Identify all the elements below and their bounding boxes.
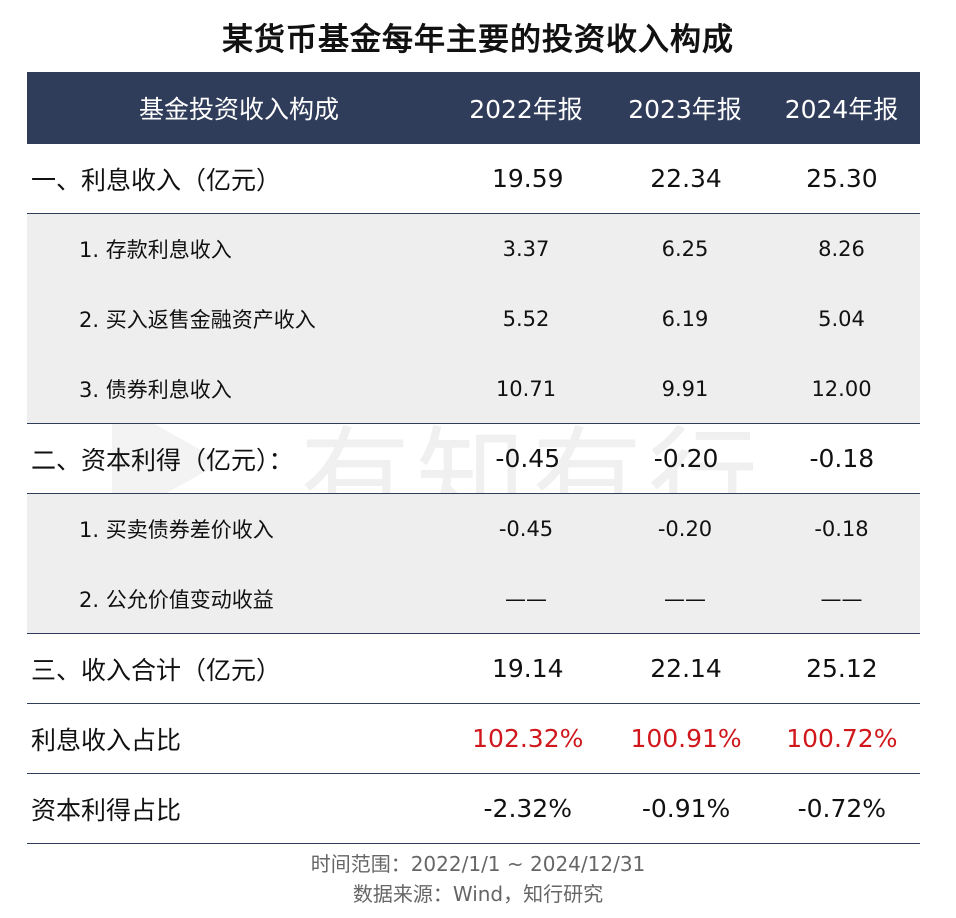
- table-row: 三、收入合计（亿元） 19.14 22.14 25.12: [27, 634, 920, 704]
- cell-2023: 6.19: [661, 307, 709, 331]
- row-label: 利息收入占比: [31, 725, 182, 755]
- table-row: 3. 债券利息收入 10.71 9.91 12.00: [27, 354, 920, 424]
- cell-2022: -0.45: [495, 444, 561, 473]
- cell-2023: 9.91: [661, 376, 709, 401]
- row-label: 1. 买卖债券差价收入: [79, 518, 274, 542]
- header-2024: 2024年报: [784, 95, 899, 124]
- table-row: 2. 公允价值变动收益 —— —— ——: [27, 564, 920, 634]
- cell-2022: 10.71: [495, 376, 557, 401]
- cell-2022: ——: [505, 586, 547, 611]
- cell-2023: -0.20: [653, 444, 719, 473]
- table-row: 1. 买卖债券差价收入 -0.45 -0.20 -0.18: [27, 494, 920, 564]
- cell-2024: 5.04: [818, 307, 865, 331]
- cell-2024: -0.18: [814, 517, 869, 541]
- cell-2022: 3.37: [502, 237, 550, 261]
- cell-2024: 12.00: [811, 376, 872, 401]
- cell-2024: 8.26: [818, 237, 865, 261]
- row-label: 1. 存款利息收入: [79, 238, 232, 262]
- table-row: 二、资本利得（亿元）： -0.45 -0.20 -0.18: [27, 424, 920, 494]
- table-row: 利息收入占比 102.32% 100.91% 100.72%: [27, 704, 920, 774]
- footer-source: 数据来源：Wind，知行研究: [352, 882, 604, 906]
- table-row: 1. 存款利息收入 3.37 6.25 8.26: [27, 214, 920, 284]
- table-row: 2. 买入返售金融资产收入 5.52 6.19 5.04: [27, 284, 920, 354]
- cell-2024: ——: [820, 586, 863, 611]
- cell-2023: 6.25: [661, 237, 709, 261]
- cell-2024: -0.72%: [797, 794, 887, 823]
- row-label: 一、利息收入（亿元）: [31, 165, 282, 195]
- header-composition: 基金投资收入构成: [138, 95, 339, 124]
- cell-2024: 25.30: [806, 164, 878, 193]
- header-2023: 2023年报: [628, 95, 742, 124]
- cell-2022: 102.32%: [472, 724, 584, 753]
- cell-2023: -0.91%: [641, 794, 731, 823]
- footer-time-range: 时间范围：2022/1/1 ~ 2024/12/31: [310, 852, 646, 876]
- cell-2024: -0.18: [809, 444, 875, 473]
- cell-2023: ——: [664, 586, 706, 611]
- cell-2022: 5.52: [502, 307, 550, 331]
- row-label: 3. 债券利息收入: [79, 377, 232, 402]
- cell-2023: 22.14: [650, 654, 722, 683]
- row-label: 2. 买入返售金融资产收入: [79, 308, 316, 332]
- income-table: 基金投资收入构成 2022年报 2023年报 2024年报 一、利息收入（亿元）…: [27, 72, 920, 844]
- cell-2023: 22.34: [650, 164, 722, 193]
- row-label: 2. 公允价值变动收益: [79, 587, 274, 612]
- row-label: 三、收入合计（亿元）: [31, 655, 282, 685]
- table-row: 一、利息收入（亿元） 19.59 22.34 25.30: [27, 144, 920, 214]
- row-label: 二、资本利得（亿元）：: [31, 445, 294, 475]
- cell-2022: 19.14: [491, 654, 564, 683]
- cell-2022: -0.45: [498, 517, 554, 541]
- cell-2023: 100.91%: [630, 724, 742, 753]
- table-row: 资本利得占比 -2.32% -0.91% -0.72%: [27, 774, 920, 844]
- page-title: 某货币基金每年主要的投资收入构成: [222, 22, 734, 58]
- cell-2022: 19.59: [491, 164, 564, 193]
- cell-2022: -2.32%: [483, 794, 572, 823]
- header-2022: 2022年报: [469, 95, 583, 124]
- row-label: 资本利得占比: [31, 795, 182, 825]
- cell-2023: -0.20: [657, 517, 713, 541]
- cell-2024: 100.72%: [786, 724, 898, 753]
- cell-2024: 25.12: [806, 654, 878, 683]
- table-header-row: 基金投资收入构成 2022年报 2023年报 2024年报: [27, 72, 920, 144]
